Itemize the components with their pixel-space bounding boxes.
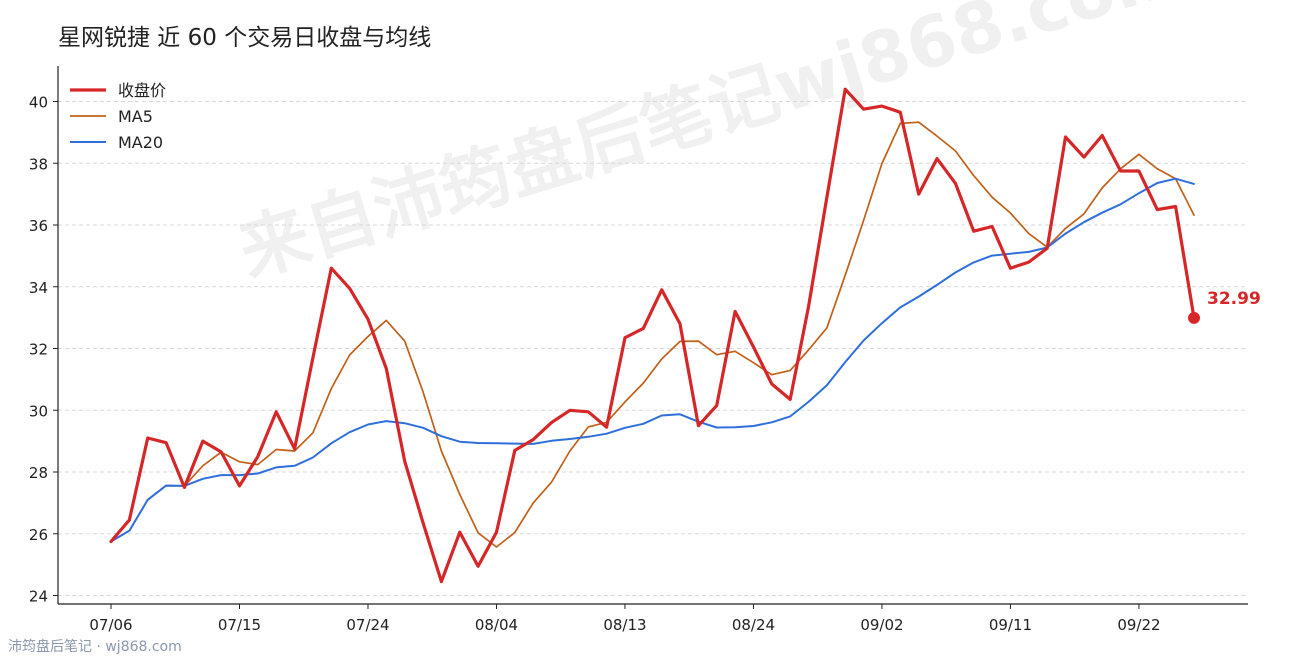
- series-lines: 32.99: [109, 87, 1261, 584]
- y-tick-label: 34: [29, 279, 48, 297]
- legend: 收盘价 MA5 MA20: [70, 81, 166, 152]
- x-tick-label: 07/24: [346, 616, 389, 634]
- x-tick-label: 08/24: [732, 616, 775, 634]
- y-tick-label: 40: [29, 94, 48, 112]
- x-tick-label: 08/13: [603, 616, 646, 634]
- last-point-marker: [1188, 311, 1200, 324]
- series-line-ma20: [110, 177, 1195, 543]
- y-tick-label: 26: [29, 526, 48, 544]
- x-tick-label: 07/15: [218, 616, 261, 634]
- y-tick-label: 30: [29, 402, 48, 420]
- footer-credit: 沛筠盘后笔记 · wj868.com: [8, 639, 182, 655]
- series-line-ma5: [110, 121, 1195, 548]
- x-tick-label: 09/22: [1117, 616, 1160, 634]
- legend-label-ma5: MA5: [118, 107, 153, 126]
- y-tick-label: 32: [29, 341, 48, 359]
- x-tick-label: 08/04: [475, 616, 518, 634]
- axes: 24 26 28 30 32 34 36 38 40 07/06 07/15 07/24 08/04 08…: [29, 66, 1248, 634]
- legend-label-ma20: MA20: [118, 133, 163, 152]
- y-tick-label: 36: [29, 217, 48, 235]
- y-tick-label: 28: [29, 464, 48, 482]
- grid-lines: [58, 101, 1248, 596]
- series-line-close: [109, 87, 1196, 584]
- x-tick-label: 09/11: [989, 616, 1032, 634]
- legend-label-close: 收盘价: [118, 81, 166, 100]
- x-tick-label: 07/06: [89, 616, 132, 634]
- chart-title: 星网锐捷 近 60 个交易日收盘与均线: [58, 25, 432, 51]
- last-value-label: 32.99: [1207, 289, 1261, 309]
- x-tick-label: 09/02: [860, 616, 903, 634]
- y-tick-label: 38: [29, 155, 48, 173]
- y-tick-label: 24: [29, 588, 48, 606]
